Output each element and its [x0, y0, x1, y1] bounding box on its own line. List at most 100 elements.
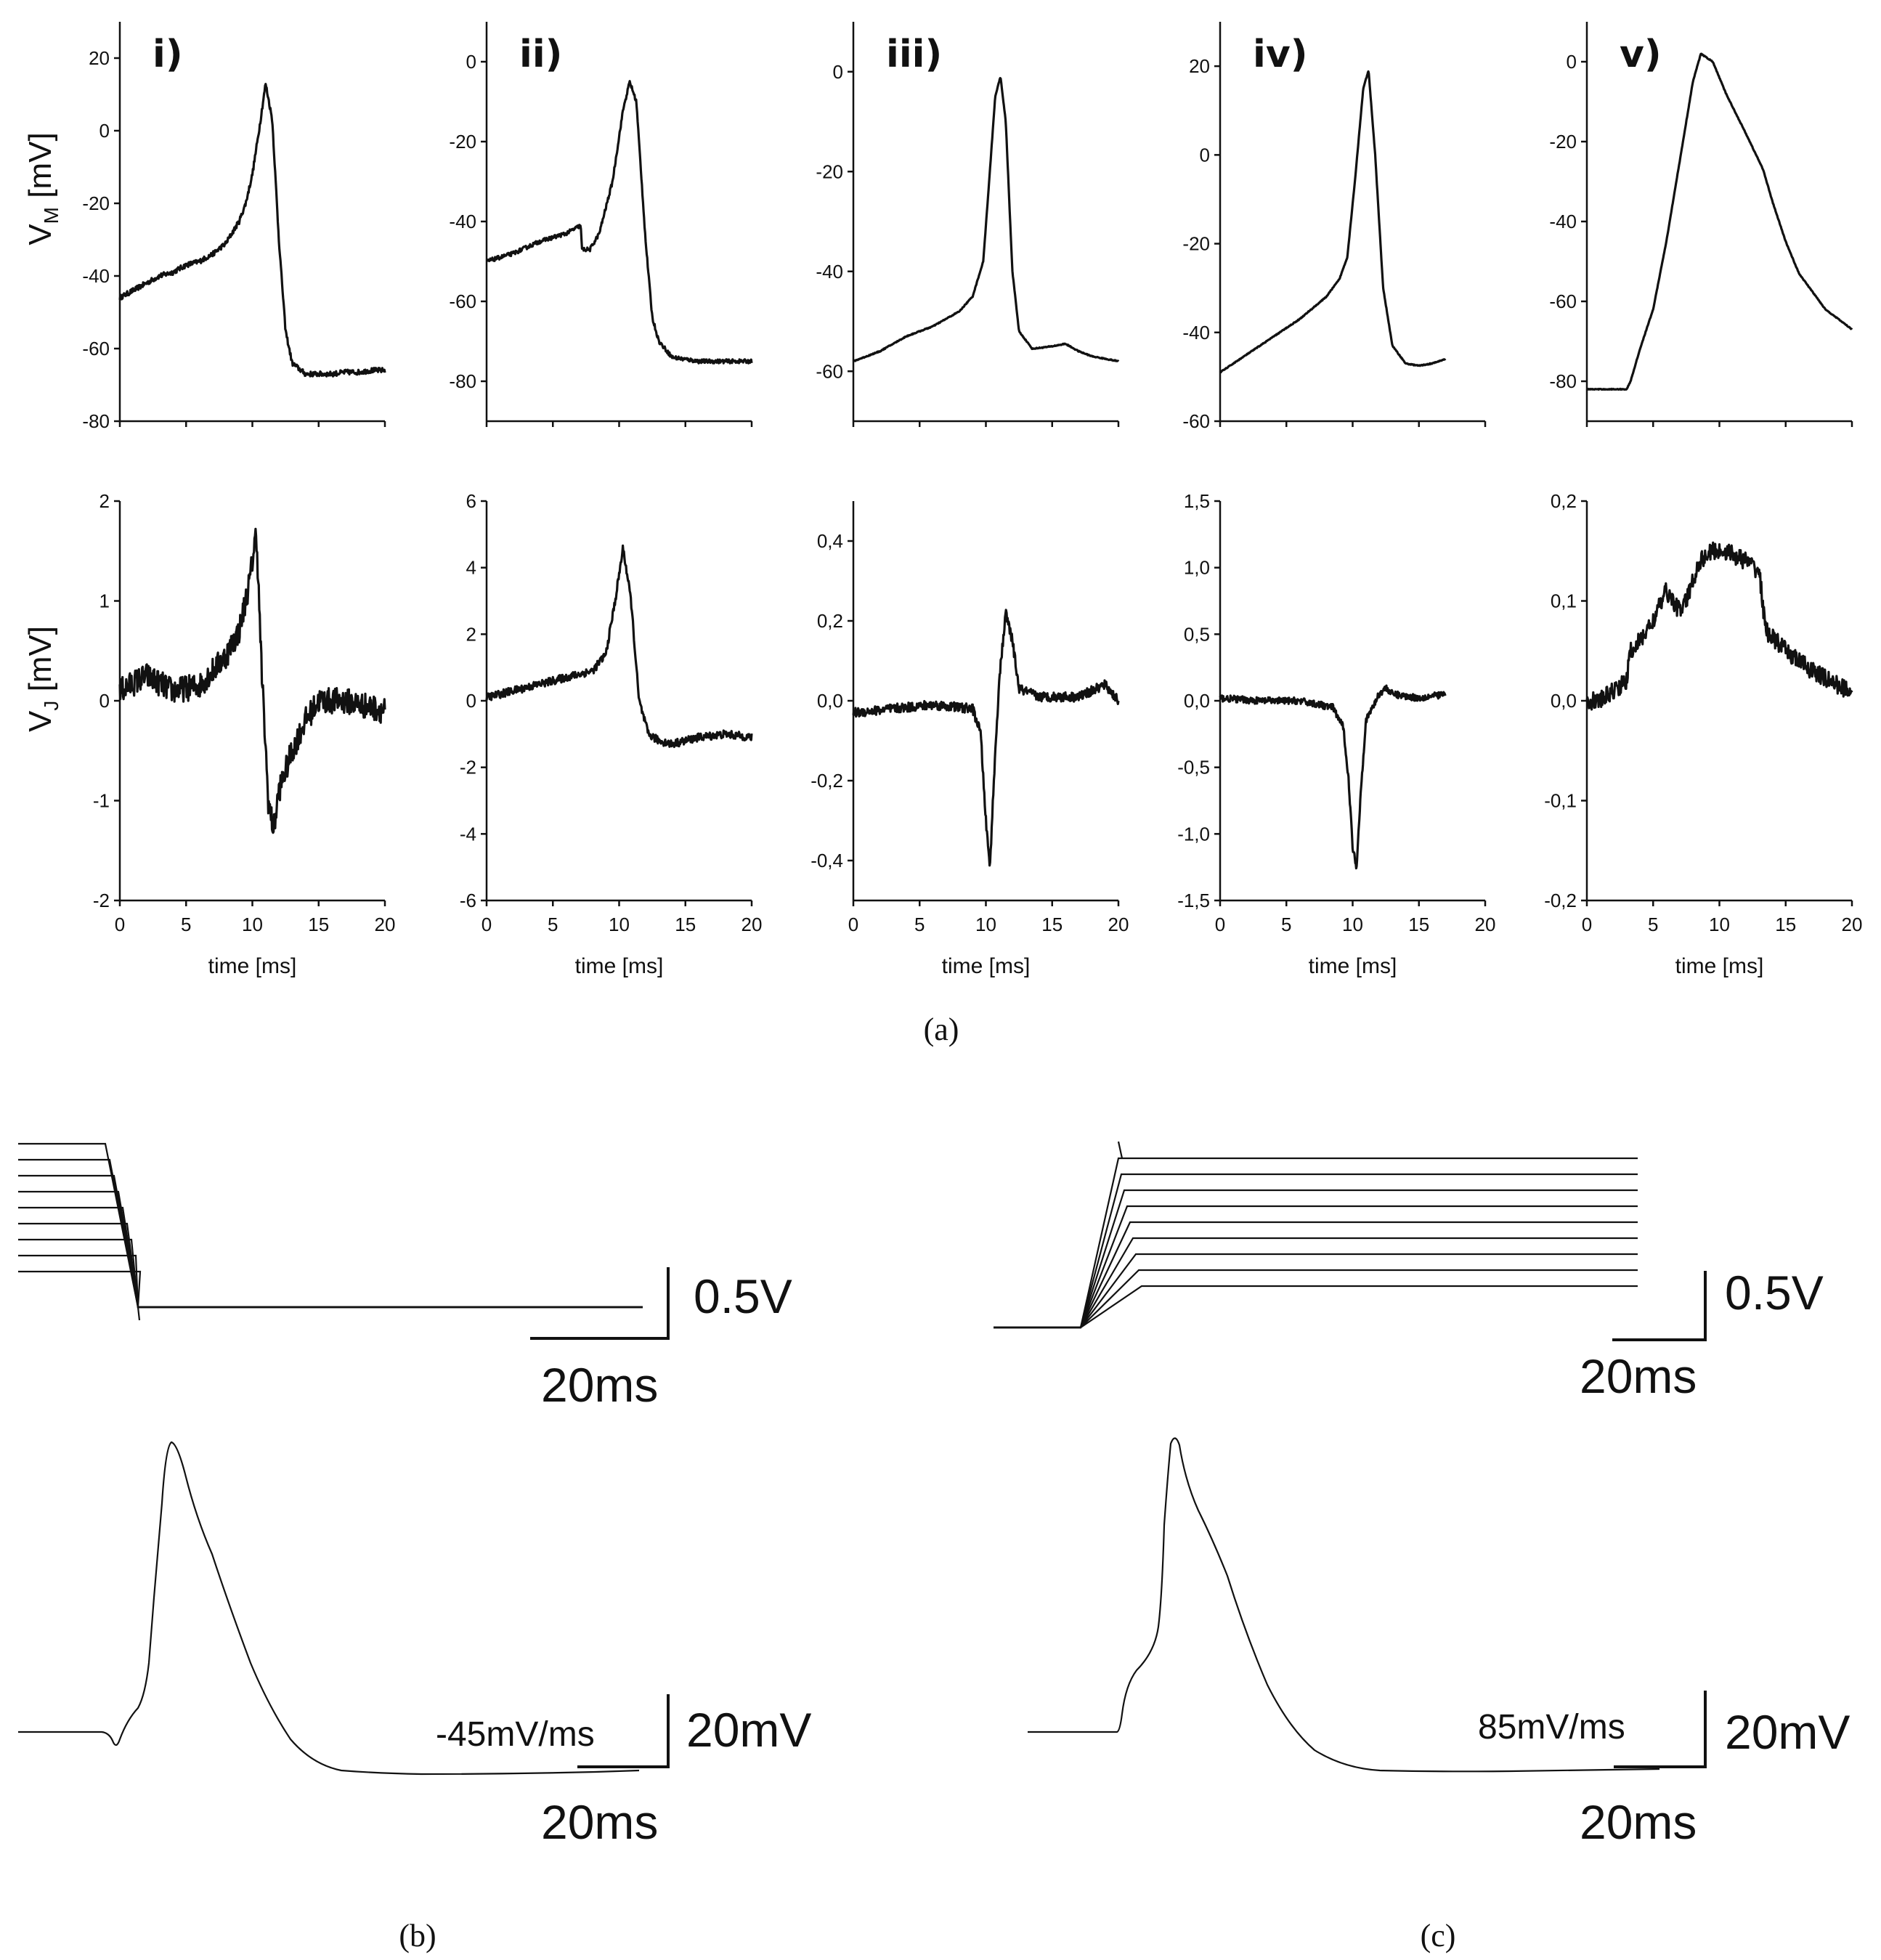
y-tick-label: -1,5: [1177, 890, 1210, 911]
y-tick-label: 1: [99, 590, 110, 612]
data-trace: [118, 527, 386, 834]
column-4: iv)200-20-40-601,51,00,50,0-0,5-1,0-1,50…: [1177, 22, 1495, 978]
panel-c: 0.5V 20ms 85mV/ms 20mV 20ms (c): [994, 1141, 1850, 1953]
y-tick-label: -60: [449, 290, 476, 312]
y-tick-label: -0,5: [1177, 757, 1210, 778]
x-tick-label: 15: [675, 914, 696, 935]
scale-bar-stim-b: [530, 1267, 670, 1340]
y-tick-label: 0: [833, 61, 843, 83]
scale-label-time-resp-b: 20ms: [541, 1795, 658, 1849]
y-tick-label: -0,4: [811, 850, 843, 871]
x-tick-label: 20: [1475, 914, 1496, 935]
y-tick-label: -6: [460, 890, 476, 911]
caption-b: (b): [399, 1918, 436, 1953]
bottom-plot: 1,5 1,0 0,5 0,0 -0,5 -1,0 -1,50 5 10 15 20: [1177, 490, 1495, 935]
x-tick-label: 10: [242, 914, 263, 935]
caption-c: (c): [1421, 1918, 1456, 1953]
y-tick-label: -80: [449, 370, 476, 392]
top-plot: 0 -20 -40 -60 -80: [1549, 22, 1853, 427]
y-tick-label: -4: [460, 823, 476, 845]
data-trace: [1585, 52, 1853, 391]
x-tick-label: 0: [115, 914, 125, 935]
stimulus-peak-c: [1117, 1141, 1124, 1159]
y-tick-label: 0,4: [817, 530, 843, 552]
x-tick-label: 10: [1342, 914, 1363, 935]
stimulus-step-b: [18, 1222, 643, 1309]
bottom-plot: 0,4 0,2 0,0 -0,2 -0,4 0 5 10 15 20: [811, 501, 1129, 935]
column-label: iii): [886, 33, 942, 76]
x-tick-label: 20: [1842, 914, 1863, 935]
y-tick-label: -60: [816, 360, 843, 382]
scale-bar-resp-c: [1614, 1691, 1707, 1768]
stimulus-step-c: [994, 1205, 1638, 1329]
stimulus-step-b: [18, 1206, 643, 1309]
x-tick-label: 10: [1709, 914, 1730, 935]
scale-label-volt-b: 0.5V: [694, 1269, 792, 1323]
scale-label-time-b: 20ms: [541, 1358, 658, 1412]
panel-b: 0.5V 20ms -45mV/ms 20mV 20ms (b): [18, 1142, 811, 1953]
top-plot: 20 0 -20 -40 -60: [1182, 22, 1487, 432]
column-label: v): [1620, 33, 1662, 76]
x-tick-label: 15: [1041, 914, 1063, 935]
y-tick-label: -2: [460, 757, 476, 778]
x-tick-label: 10: [975, 914, 996, 935]
y-tick-label: 0,1: [1551, 590, 1577, 612]
y-tick-label: -80: [1549, 370, 1577, 392]
y-tick-label: -40: [816, 261, 843, 282]
column-label: iv): [1253, 33, 1308, 76]
stimulus-step-b: [18, 1254, 643, 1309]
column-5: v)0-20-40-60-800,20,10,0-0,1-0,20 5 10 15 20…: [1544, 22, 1862, 978]
bottom-row-ylabel: VJ [mV]: [23, 626, 62, 732]
data-trace: [1219, 684, 1447, 870]
stimulus-dip-b: [137, 1306, 141, 1321]
y-tick-label: -1,0: [1177, 823, 1210, 845]
scale-label-time-resp-c: 20ms: [1580, 1795, 1697, 1849]
x-axis-label: time [ms]: [575, 954, 664, 978]
x-tick-label: 20: [742, 914, 763, 935]
y-tick-label: 20: [89, 47, 110, 69]
y-tick-label: 0,2: [1551, 490, 1577, 512]
y-tick-label: 0: [1200, 144, 1210, 166]
x-tick-label: 0: [848, 914, 858, 935]
y-tick-label: 4: [466, 557, 476, 579]
y-tick-label: -1: [93, 790, 110, 812]
data-trace: [852, 609, 1120, 867]
x-tick-label: 15: [1775, 914, 1796, 935]
x-tick-label: 5: [181, 914, 191, 935]
y-tick-label: -20: [449, 131, 476, 153]
x-tick-label: 0: [482, 914, 492, 935]
data-trace: [1585, 541, 1853, 711]
top-plot: 0 -20 -40 -60: [816, 22, 1120, 427]
x-tick-label: 15: [1408, 914, 1429, 935]
top-plot: 0 -20 -40 -60 -80: [449, 22, 753, 427]
data-trace: [486, 80, 753, 365]
y-tick-label: -20: [82, 192, 110, 214]
y-tick-label: 20: [1189, 55, 1210, 77]
stimulus-step-b: [18, 1238, 643, 1309]
stimulus-step-b: [18, 1190, 643, 1309]
stimulus-step-b: [18, 1158, 643, 1309]
column-3: iii) 0 -20 -40 -60 0,4 0,2 0,0 -0,2 -0,4 0 5 10 15 20 t…: [811, 22, 1129, 978]
y-tick-label: -60: [82, 338, 110, 359]
x-tick-label: 5: [1648, 914, 1658, 935]
scale-label-mv-b: 20mV: [686, 1703, 811, 1757]
x-tick-label: 20: [1108, 914, 1129, 935]
scale-bar-stim-c: [1612, 1271, 1707, 1341]
y-tick-label: 0,0: [817, 690, 843, 712]
rate-label-c: 85mV/ms: [1478, 1708, 1625, 1746]
stimulus-step-c: [994, 1285, 1638, 1329]
x-axis-label: time [ms]: [1675, 954, 1764, 978]
scale-label-mv-c: 20mV: [1725, 1705, 1850, 1759]
stimulus-traces-b: [18, 1142, 643, 1321]
y-tick-label: 0: [466, 690, 476, 712]
y-tick-label: 0,0: [1184, 690, 1210, 712]
y-tick-label: 0: [99, 690, 110, 712]
rate-label-b: -45mV/ms: [436, 1715, 595, 1754]
stimulus-traces-c: [994, 1141, 1638, 1329]
y-tick-label: 1,5: [1184, 490, 1210, 512]
column-label: ii): [519, 33, 562, 76]
x-tick-label: 20: [375, 914, 396, 935]
